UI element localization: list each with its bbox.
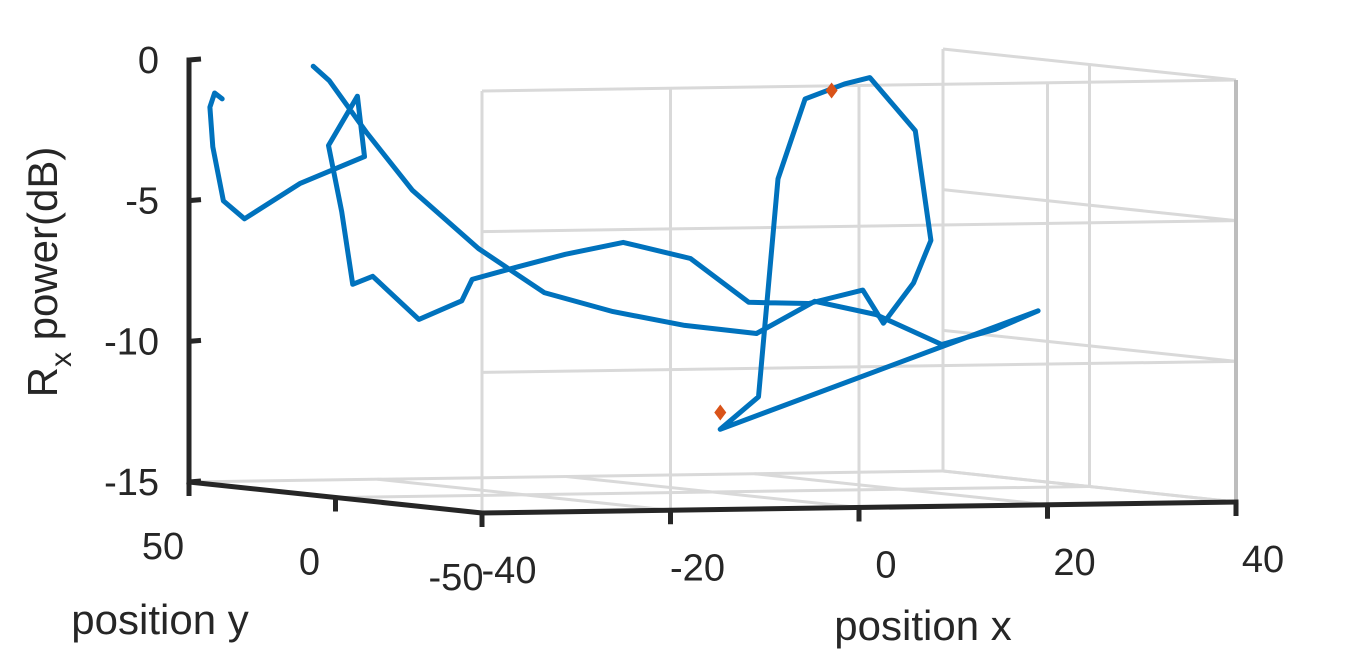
z-tick-label: 0 [138,40,159,82]
x-tick-label: -20 [670,547,725,589]
z-axis-title-rest: power(dB) [19,147,66,352]
x-tick-label: 20 [1053,542,1095,584]
z-tick [188,478,202,485]
grid-line-floor-y [335,485,1090,499]
z-tick [188,197,202,204]
grid-line-z [481,78,1237,93]
x-axis-title: position x [834,602,1011,649]
y-tick-label: 50 [142,526,184,568]
y-tick-label: 0 [299,542,320,584]
x-tick-label: 0 [875,545,896,587]
x-tick-label: 40 [1242,539,1284,581]
z-axis-title-base: R [19,367,66,397]
z-tick-label: -10 [104,321,159,363]
grid-line-z-side [942,188,1237,223]
z-tick [188,56,202,63]
axes [186,56,1239,527]
grid-lines [188,47,1238,515]
data-series [207,63,1041,432]
z-axis-title-sub: x [45,352,78,367]
grid-line-z [481,359,1237,374]
tick-labels: 0 -5 -10 -15 50 0 -50-40 -20 0 20 40 [104,40,1284,599]
diamond-marker [714,404,727,421]
grid-line-floor-y [188,469,944,484]
grid-line-z-side [942,328,1237,363]
x-tick-label: -40 [482,550,537,592]
data-markers [714,82,838,421]
diamond-marker [825,82,838,99]
grid-line-z-side [942,47,1237,82]
z-tick-label: -5 [125,181,159,223]
y-tick-label: -50 [429,557,484,599]
z-axis-title: Rx power(dB) [19,147,78,398]
series-line [207,63,1041,432]
y-axis-title: position y [71,596,248,643]
z-tick-label: -15 [104,462,159,504]
grid-line-z [481,219,1237,234]
z-tick [188,337,202,344]
